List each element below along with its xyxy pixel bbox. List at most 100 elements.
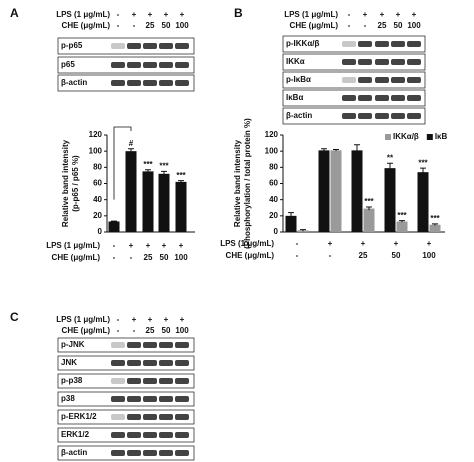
blot-band	[143, 342, 157, 348]
lane-label: 100	[175, 326, 189, 335]
blot-band	[159, 62, 173, 68]
lane-label: 100	[407, 21, 421, 30]
blot-band	[391, 95, 405, 101]
x-tick-label: +	[146, 241, 151, 250]
bar	[330, 150, 342, 232]
x-tick-label: 25	[144, 253, 153, 262]
blot-band	[342, 77, 356, 83]
significance-label: ***	[397, 211, 407, 220]
blot-label: p-ERK1/2	[61, 412, 97, 421]
blot-band	[375, 77, 389, 83]
blot-label: p-p38	[61, 376, 83, 385]
condition-label: CHE (μg/mL)	[290, 21, 339, 30]
x-tick-label: +	[129, 241, 134, 250]
blot-label: p65	[61, 60, 75, 69]
blot-band	[358, 113, 372, 119]
bar	[363, 208, 375, 232]
y-axis-title: Relative band intensity	[61, 139, 70, 227]
blot-band	[111, 342, 125, 348]
blot-label: β-actin	[286, 111, 312, 120]
blot-band	[175, 414, 189, 420]
significance-label: **	[387, 153, 394, 162]
blot-band	[175, 396, 189, 402]
lane-label: +	[363, 10, 368, 19]
blot-band	[175, 450, 189, 456]
lane-label: +	[180, 10, 185, 19]
x-tick-label: -	[296, 251, 299, 260]
blot-band	[127, 450, 141, 456]
legend-swatch	[385, 134, 391, 140]
blot-band	[111, 396, 125, 402]
lane-label: -	[348, 21, 351, 30]
blot-band	[111, 360, 125, 366]
y-tick-label: 120	[265, 130, 279, 139]
y-tick-label: 60	[93, 179, 102, 188]
lane-label: -	[364, 21, 367, 30]
lane-label: 25	[378, 21, 387, 30]
blot-frame	[57, 355, 195, 371]
x-row-label: LPS (1 μg/mL)	[220, 239, 274, 248]
bar	[142, 171, 154, 232]
blot-band	[358, 41, 372, 47]
blot-frame	[57, 373, 195, 389]
blot-band	[375, 41, 389, 47]
error-bar	[387, 162, 393, 173]
significance-label: ***	[159, 161, 169, 170]
blot-band	[407, 113, 421, 119]
blot-label: p-IκBα	[286, 75, 311, 84]
blot-frame	[57, 409, 195, 425]
blot-band	[143, 360, 157, 366]
blot-band	[127, 414, 141, 420]
blot-band	[159, 43, 173, 49]
blot-band	[391, 113, 405, 119]
y-axis-title: (Phosphorylation / total protein %)	[243, 118, 252, 249]
lane-label: -	[117, 326, 120, 335]
lane-label: 25	[146, 21, 155, 30]
x-tick-label: 50	[160, 253, 169, 262]
blot-band	[127, 342, 141, 348]
y-axis-title: Relative band intensity	[233, 139, 242, 227]
lane-label: -	[117, 21, 120, 30]
blot-band	[127, 378, 141, 384]
blot-band	[127, 432, 141, 438]
error-bar	[321, 148, 327, 152]
x-tick-label: 50	[392, 251, 401, 260]
lane-label: -	[133, 21, 136, 30]
blot-label: p38	[61, 394, 75, 403]
blot-band	[143, 43, 157, 49]
blot-label: p-JNK	[61, 340, 85, 349]
y-tick-label: 80	[93, 162, 102, 171]
error-bar	[333, 149, 339, 152]
blot-band	[159, 414, 173, 420]
error-bar	[128, 148, 134, 154]
blot-label: IκBα	[286, 93, 303, 102]
blot-band	[111, 414, 125, 420]
lane-label: -	[133, 326, 136, 335]
lane-label: +	[164, 10, 169, 19]
lane-label: +	[148, 315, 153, 324]
blot-label: β-actin	[61, 448, 87, 457]
x-tick-label: 25	[359, 251, 368, 260]
comparison-bracket	[113, 126, 132, 200]
blot-frame	[282, 35, 426, 53]
y-tick-label: 120	[89, 130, 103, 139]
condition-label: LPS (1 μg/mL)	[284, 10, 338, 19]
error-bar	[145, 169, 151, 173]
panel-letter: B	[234, 6, 243, 20]
lane-label: +	[412, 10, 417, 19]
panel-letter: C	[10, 310, 19, 324]
legend-label: IKKα/β	[393, 132, 419, 141]
blot-band	[391, 77, 405, 83]
lane-label: +	[148, 10, 153, 19]
x-tick-label: +	[328, 239, 333, 248]
blot-band	[175, 80, 189, 86]
x-tick-label: -	[113, 253, 116, 262]
x-row-label: LPS (1 μg/mL)	[46, 241, 100, 250]
lane-label: -	[117, 315, 120, 324]
error-bar	[300, 229, 306, 232]
x-tick-label: 100	[422, 251, 436, 260]
bar	[285, 215, 297, 232]
blot-band	[175, 360, 189, 366]
condition-label: CHE (μg/mL)	[62, 326, 111, 335]
blot-label: ERK1/2	[61, 430, 90, 439]
